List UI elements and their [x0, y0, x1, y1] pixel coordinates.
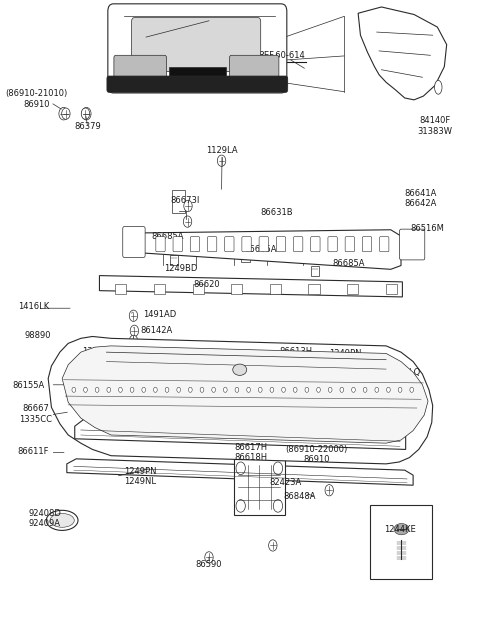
- Polygon shape: [358, 7, 447, 100]
- Circle shape: [129, 335, 138, 347]
- Text: 86848A: 86848A: [284, 492, 316, 501]
- Circle shape: [363, 387, 367, 392]
- FancyBboxPatch shape: [190, 237, 200, 252]
- Text: 86620: 86620: [193, 280, 220, 289]
- Text: (86910-21010)
86910: (86910-21010) 86910: [5, 89, 68, 109]
- Text: 86685A: 86685A: [152, 232, 184, 241]
- Circle shape: [398, 387, 402, 392]
- Polygon shape: [67, 459, 413, 485]
- Circle shape: [247, 387, 251, 392]
- Text: 86631B: 86631B: [260, 208, 293, 218]
- Text: 86673I: 86673I: [170, 196, 199, 205]
- FancyBboxPatch shape: [311, 265, 319, 276]
- Circle shape: [223, 387, 227, 392]
- FancyBboxPatch shape: [114, 55, 167, 82]
- Text: 86667
1335CC: 86667 1335CC: [19, 404, 52, 424]
- FancyBboxPatch shape: [345, 237, 354, 252]
- Text: 1125GB: 1125GB: [348, 391, 382, 399]
- Text: 82423A: 82423A: [270, 477, 302, 487]
- FancyBboxPatch shape: [115, 284, 126, 294]
- Circle shape: [67, 401, 76, 412]
- FancyBboxPatch shape: [172, 190, 185, 213]
- Circle shape: [375, 387, 379, 392]
- Circle shape: [217, 155, 226, 167]
- Text: 98890: 98890: [24, 331, 51, 340]
- Text: 1129LA: 1129LA: [206, 145, 238, 155]
- Text: 84140F
31383W: 84140F 31383W: [418, 116, 453, 136]
- Text: 1249LG: 1249LG: [99, 422, 131, 431]
- Ellipse shape: [434, 81, 442, 94]
- Text: (86910-22000)
86910: (86910-22000) 86910: [285, 445, 348, 464]
- Circle shape: [236, 499, 245, 512]
- FancyBboxPatch shape: [311, 237, 320, 252]
- Text: 1491AD: 1491AD: [144, 310, 177, 319]
- Text: 86379: 86379: [74, 122, 101, 131]
- FancyBboxPatch shape: [270, 284, 281, 294]
- Circle shape: [363, 386, 372, 397]
- Circle shape: [129, 310, 138, 321]
- Text: 86611F: 86611F: [17, 447, 48, 456]
- FancyBboxPatch shape: [400, 229, 425, 260]
- FancyBboxPatch shape: [241, 252, 250, 262]
- Circle shape: [177, 387, 180, 392]
- FancyBboxPatch shape: [169, 67, 226, 82]
- Circle shape: [282, 387, 286, 392]
- FancyBboxPatch shape: [380, 237, 389, 252]
- Circle shape: [72, 387, 76, 392]
- Circle shape: [273, 462, 283, 474]
- Circle shape: [270, 387, 274, 392]
- Text: 1244KE: 1244KE: [384, 525, 416, 534]
- Circle shape: [81, 108, 90, 120]
- Text: 86155A: 86155A: [12, 381, 44, 390]
- FancyBboxPatch shape: [173, 237, 182, 252]
- Text: 86590: 86590: [196, 560, 222, 569]
- Circle shape: [82, 108, 91, 120]
- Text: 86516M: 86516M: [410, 224, 444, 233]
- Polygon shape: [75, 418, 406, 450]
- Circle shape: [273, 499, 283, 512]
- Circle shape: [59, 108, 68, 120]
- Circle shape: [325, 484, 334, 496]
- Circle shape: [142, 387, 145, 392]
- FancyBboxPatch shape: [381, 382, 389, 392]
- FancyBboxPatch shape: [276, 237, 286, 252]
- Polygon shape: [48, 337, 432, 464]
- Circle shape: [317, 387, 320, 392]
- Text: 86617H
86618H: 86617H 86618H: [234, 443, 267, 462]
- Circle shape: [107, 387, 110, 392]
- Circle shape: [200, 387, 204, 392]
- Text: 86673D
86673E: 86673D 86673E: [216, 363, 250, 382]
- Circle shape: [130, 387, 134, 392]
- Circle shape: [84, 387, 87, 392]
- Text: 92408D
92409A: 92408D 92409A: [28, 509, 61, 528]
- Text: 1249LQ: 1249LQ: [388, 369, 420, 377]
- Text: 1334CA: 1334CA: [82, 347, 115, 356]
- FancyBboxPatch shape: [123, 226, 145, 257]
- Circle shape: [236, 462, 245, 474]
- Circle shape: [258, 387, 262, 392]
- FancyBboxPatch shape: [132, 18, 261, 72]
- Circle shape: [351, 387, 355, 392]
- FancyBboxPatch shape: [108, 4, 287, 93]
- Polygon shape: [99, 276, 402, 297]
- Circle shape: [62, 108, 70, 120]
- Text: 1416LK: 1416LK: [18, 303, 49, 311]
- FancyBboxPatch shape: [225, 237, 234, 252]
- FancyBboxPatch shape: [347, 284, 358, 294]
- Circle shape: [410, 387, 414, 392]
- FancyBboxPatch shape: [385, 284, 397, 294]
- Polygon shape: [62, 346, 428, 443]
- FancyBboxPatch shape: [156, 237, 165, 252]
- FancyBboxPatch shape: [192, 284, 204, 294]
- Text: 86685A: 86685A: [244, 245, 276, 254]
- FancyBboxPatch shape: [234, 459, 285, 515]
- FancyBboxPatch shape: [328, 237, 337, 252]
- FancyBboxPatch shape: [415, 383, 423, 393]
- FancyBboxPatch shape: [293, 237, 303, 252]
- Circle shape: [95, 387, 99, 392]
- Text: 86697: 86697: [135, 373, 162, 382]
- Circle shape: [130, 325, 139, 337]
- Polygon shape: [143, 230, 401, 269]
- FancyBboxPatch shape: [168, 241, 177, 251]
- Text: 1249BD: 1249BD: [164, 264, 198, 273]
